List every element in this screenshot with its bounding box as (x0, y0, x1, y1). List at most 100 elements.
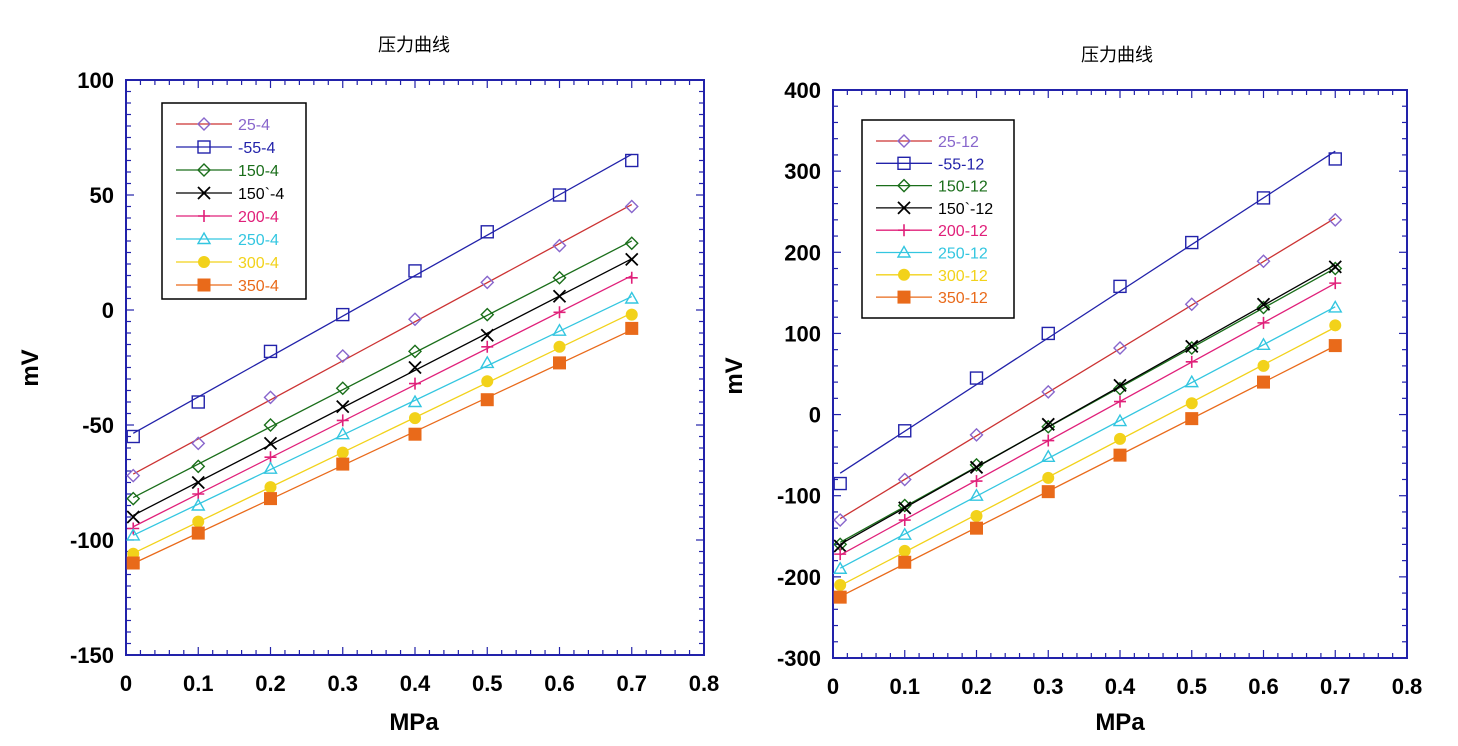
chart-left-legend-label: 200-4 (238, 209, 279, 226)
chart-right-y-tick-label: -100 (777, 484, 821, 509)
chart-right-data-point (833, 539, 847, 553)
chart-right-legend-label: 150`-12 (938, 201, 993, 218)
chart-left-x-tick-label: 0.6 (544, 671, 575, 696)
chart-left-data-point (264, 481, 277, 494)
chart-left-series--55-4 (126, 153, 639, 444)
chart-right-series-line (839, 345, 1336, 598)
chart-right-legend-marker (896, 245, 912, 258)
chart-left-series-line (132, 329, 633, 565)
chart-left-legend-item: -55-4 (176, 140, 275, 157)
chart-right-series-200-12 (834, 277, 1342, 561)
chart-left-y-tick-label: 50 (90, 183, 114, 208)
chart-left-data-point (191, 395, 205, 409)
chart-right-x-tick-label: 0.5 (1176, 674, 1207, 699)
chart-right-data-point (1041, 384, 1056, 399)
chart-left-legend-label: -55-4 (238, 140, 275, 157)
chart-left-x-axis-label: MPa (389, 709, 439, 736)
chart-left-data-point (264, 492, 277, 506)
chart-left-data-point (126, 510, 140, 524)
chart-right-legend: 25-12 -55-12 150-12 150`-12 200-12 250-12 300-… (861, 119, 1015, 319)
chart-right-legend-item: 25-12 (876, 134, 979, 151)
chart-right-data-point (1328, 339, 1342, 353)
chart-right-x-tick-label: 0.4 (1105, 674, 1136, 699)
chart-left-series-line (132, 153, 633, 434)
chart-left-data-point (409, 412, 421, 425)
chart-right-data-point (897, 472, 912, 487)
chart-right-data-point (1184, 341, 1199, 356)
chart-right-x-axis-label: MPa (1095, 709, 1145, 736)
chart-left-data-point (264, 451, 277, 464)
chart-right-data-point (1256, 254, 1271, 269)
chart-right-data-point (1328, 152, 1342, 166)
chart-right-x-tick-label: 0.1 (889, 674, 920, 699)
chart-left-data-point (625, 271, 638, 284)
chart-right-data-point (1184, 297, 1199, 312)
chart-left-series-300-4 (127, 308, 638, 560)
chart-left-legend-marker (197, 163, 211, 177)
chart-left-data-point (552, 323, 567, 336)
chart-right-minor-ticks (832, 89, 1408, 659)
chart-right-data-point (1328, 212, 1343, 227)
chart-right-data-point (898, 555, 912, 569)
chart-right-data-point (1184, 374, 1199, 388)
chart-right-data-point (834, 548, 847, 561)
chart-right-legend-label: -55-12 (938, 156, 984, 173)
chart-left-data-point (624, 236, 639, 251)
chart-left-data-point (552, 238, 567, 253)
chart-right-y-tick-label: 200 (784, 240, 821, 265)
chart-left-data-point (407, 394, 423, 408)
chart-left-minor-ticks (125, 79, 705, 656)
chart-right-legend-items: 25-12 -55-12 150-12 150`-12 200-12 250-12 300-… (876, 134, 993, 307)
chart-right-data-point (1041, 326, 1055, 341)
chart-left-data-point (335, 381, 350, 396)
chart-right-data-point (1185, 235, 1199, 250)
chart-left-legend-label: 25-4 (238, 117, 270, 134)
chart-right-data-point (898, 501, 912, 515)
chart-right-y-tick-label: 0 (809, 403, 821, 428)
chart-left-series-line (132, 295, 633, 536)
chart-left-x-tick-label: 0.1 (183, 671, 214, 696)
chart-left-data-point (408, 427, 422, 441)
chart-right-data-point (1114, 432, 1126, 445)
chart-left-data-point (336, 399, 350, 414)
chart-right-title: 压力曲线 (1081, 45, 1153, 66)
chart-right-x-tick-label: 0.2 (961, 674, 992, 699)
chart-left-series-200-4 (127, 271, 638, 535)
chart-right-series-25-12 (833, 212, 1343, 528)
chart-left-series-350-4 (126, 321, 639, 570)
chart-right-data-point (1256, 337, 1271, 350)
chart-left-data-point (191, 459, 206, 474)
chart-right-legend-marker (897, 201, 911, 215)
chart-right-legend-item: -55-12 (876, 156, 984, 173)
chart-right-series--55-12 (833, 150, 1342, 491)
chart-right-data-point (1042, 471, 1055, 484)
chart-right-data-point (1185, 412, 1199, 426)
chart-left-legend-item: 25-4 (176, 117, 270, 134)
chart-right-data-point (833, 476, 847, 491)
chart-left-data-point (263, 418, 278, 432)
chart-left-y-tick-label: -100 (70, 528, 114, 553)
chart-right-series (832, 150, 1343, 604)
chart-left-x-tick-label: 0.2 (255, 671, 286, 696)
chart-right-data-point (1257, 375, 1270, 389)
chart-right-legend-item: 150`-12 (876, 201, 993, 218)
chart-left-data-point (408, 360, 422, 375)
chart-left-series-150-4 (126, 236, 639, 506)
chart-left-data-point (481, 375, 494, 388)
chart-right-legend-marker (897, 178, 911, 193)
chart-left-legend-item: 350-4 (176, 278, 279, 295)
chart-right-data-point (833, 513, 848, 528)
chart-left-series-line (132, 258, 633, 516)
chart-right-series-line (839, 217, 1336, 520)
chart-right-series-150`-12 (833, 260, 1342, 553)
chart-right-legend-box (861, 119, 1015, 319)
chart-right-legend-label: 150-12 (938, 179, 988, 196)
chart-right-y-tick-label: 400 (784, 78, 821, 103)
chart-left-data-point (263, 390, 278, 405)
chart-left-data-point (480, 393, 494, 407)
chart-left-data-point (263, 461, 278, 474)
chart-right-data-point (969, 488, 984, 501)
chart-right-data-point (1041, 485, 1055, 499)
chart-left-legend-marker (197, 278, 211, 292)
